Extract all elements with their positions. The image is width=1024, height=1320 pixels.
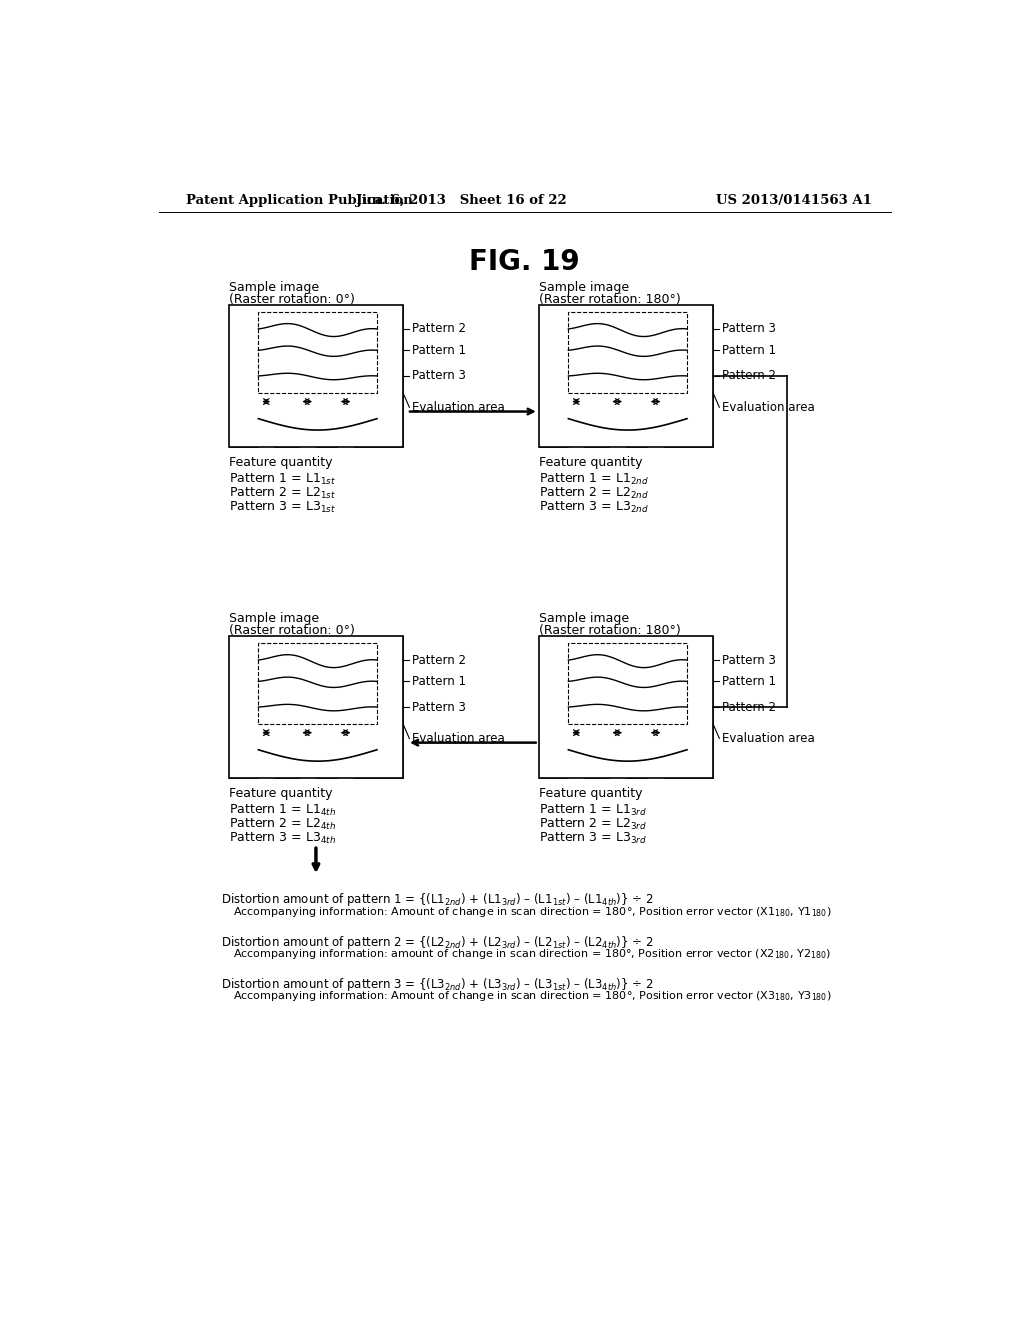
Text: Pattern 2: Pattern 2: [722, 701, 775, 714]
Text: Evaluation area: Evaluation area: [412, 731, 505, 744]
Text: Sample image: Sample image: [228, 612, 318, 626]
Text: Evaluation area: Evaluation area: [722, 401, 814, 413]
Bar: [228, 305, 403, 447]
Text: Pattern 3 = L3$_{1st}$: Pattern 3 = L3$_{1st}$: [228, 499, 336, 515]
Bar: [316, 636, 337, 779]
Text: Distortion amount of pattern 3 = {(L3$_{2nd}$) + (L3$_{3rd}$) – (L3$_{1st}$) – (: Distortion amount of pattern 3 = {(L3$_{…: [221, 977, 653, 993]
Text: Pattern 2: Pattern 2: [412, 653, 466, 667]
Text: Feature quantity: Feature quantity: [228, 788, 332, 800]
Text: Pattern 1: Pattern 1: [412, 343, 466, 356]
Text: Pattern 3: Pattern 3: [722, 322, 775, 335]
Bar: [258, 643, 377, 725]
Text: Pattern 3 = L3$_{4th}$: Pattern 3 = L3$_{4th}$: [228, 830, 336, 846]
Text: Evaluation area: Evaluation area: [412, 401, 505, 413]
Text: Accompanying information: Amount of change in scan direction = 180°, Position er: Accompanying information: Amount of chan…: [232, 989, 831, 1003]
Text: Sample image: Sample image: [539, 281, 629, 294]
Text: Sample image: Sample image: [228, 281, 318, 294]
Text: Pattern 3: Pattern 3: [722, 653, 775, 667]
Text: Pattern 1: Pattern 1: [722, 675, 775, 688]
Bar: [539, 305, 713, 447]
Text: Pattern 1 = L1$_{4th}$: Pattern 1 = L1$_{4th}$: [228, 803, 336, 818]
Bar: [354, 305, 403, 447]
Text: (Raster rotation: 180°): (Raster rotation: 180°): [539, 293, 681, 306]
Bar: [665, 636, 713, 779]
Text: Pattern 1: Pattern 1: [722, 343, 775, 356]
Text: Pattern 3 = L3$_{3rd}$: Pattern 3 = L3$_{3rd}$: [539, 830, 646, 846]
Text: Pattern 3: Pattern 3: [412, 370, 466, 383]
Text: Accompanying information: amount of change in scan direction = 180°, Position er: Accompanying information: amount of chan…: [232, 946, 830, 961]
Text: (Raster rotation: 0°): (Raster rotation: 0°): [228, 624, 354, 638]
Text: Patent Application Publication: Patent Application Publication: [186, 194, 413, 207]
Text: Distortion amount of pattern 1 = {(L1$_{2nd}$) + (L1$_{3rd}$) – (L1$_{1st}$) – (: Distortion amount of pattern 1 = {(L1$_{…: [221, 891, 653, 908]
Text: Evaluation area: Evaluation area: [722, 731, 814, 744]
Bar: [568, 643, 687, 725]
Text: Pattern 1 = L1$_{2nd}$: Pattern 1 = L1$_{2nd}$: [539, 471, 648, 487]
Bar: [539, 305, 568, 447]
Text: Pattern 3 = L3$_{2nd}$: Pattern 3 = L3$_{2nd}$: [539, 499, 648, 515]
Bar: [539, 636, 713, 779]
Bar: [258, 312, 377, 393]
Text: Pattern 2 = L2$_{1st}$: Pattern 2 = L2$_{1st}$: [228, 486, 336, 500]
Text: Pattern 2 = L2$_{2nd}$: Pattern 2 = L2$_{2nd}$: [539, 486, 648, 500]
Text: Feature quantity: Feature quantity: [228, 457, 332, 470]
Text: Pattern 2 = L2$_{4th}$: Pattern 2 = L2$_{4th}$: [228, 817, 336, 832]
Bar: [228, 636, 403, 779]
Text: FIG. 19: FIG. 19: [469, 248, 581, 276]
Bar: [539, 636, 568, 779]
Text: Pattern 1 = L1$_{1st}$: Pattern 1 = L1$_{1st}$: [228, 471, 336, 487]
Bar: [274, 636, 299, 779]
Bar: [316, 305, 337, 447]
Bar: [228, 636, 258, 779]
Text: Jun. 6, 2013   Sheet 16 of 22: Jun. 6, 2013 Sheet 16 of 22: [356, 194, 566, 207]
Bar: [626, 305, 647, 447]
Bar: [665, 305, 713, 447]
Text: Pattern 3: Pattern 3: [412, 701, 466, 714]
Text: (Raster rotation: 180°): (Raster rotation: 180°): [539, 624, 681, 638]
Bar: [568, 312, 687, 393]
Bar: [274, 305, 299, 447]
Text: Pattern 2: Pattern 2: [412, 322, 466, 335]
Text: Pattern 1 = L1$_{3rd}$: Pattern 1 = L1$_{3rd}$: [539, 803, 646, 818]
Bar: [354, 636, 403, 779]
Text: Pattern 2 = L2$_{3rd}$: Pattern 2 = L2$_{3rd}$: [539, 817, 646, 832]
Text: US 2013/0141563 A1: US 2013/0141563 A1: [716, 194, 872, 207]
Text: Feature quantity: Feature quantity: [539, 788, 642, 800]
Text: Accompanying information: Amount of change in scan direction = 180°, Position er: Accompanying information: Amount of chan…: [232, 904, 831, 919]
Bar: [584, 305, 608, 447]
Text: (Raster rotation: 0°): (Raster rotation: 0°): [228, 293, 354, 306]
Text: Sample image: Sample image: [539, 612, 629, 626]
Bar: [228, 305, 258, 447]
Bar: [584, 636, 608, 779]
Text: Distortion amount of pattern 2 = {(L2$_{2nd}$) + (L2$_{3rd}$) – (L2$_{1st}$) – (: Distortion amount of pattern 2 = {(L2$_{…: [221, 933, 653, 950]
Text: Feature quantity: Feature quantity: [539, 457, 642, 470]
Text: Pattern 1: Pattern 1: [412, 675, 466, 688]
Text: Pattern 2: Pattern 2: [722, 370, 775, 383]
Bar: [626, 636, 647, 779]
